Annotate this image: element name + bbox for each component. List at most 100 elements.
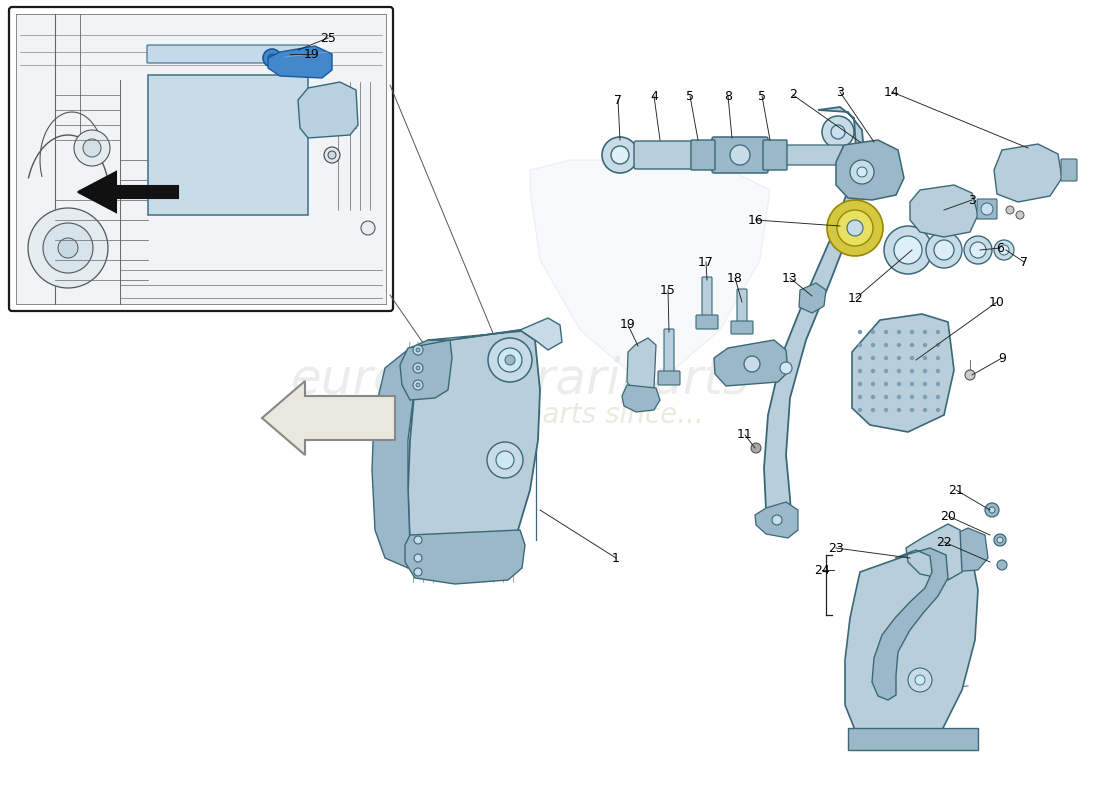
FancyBboxPatch shape bbox=[9, 7, 393, 311]
Circle shape bbox=[487, 442, 522, 478]
Circle shape bbox=[923, 382, 927, 386]
Circle shape bbox=[328, 151, 336, 159]
Text: 7: 7 bbox=[614, 94, 622, 106]
Circle shape bbox=[488, 338, 532, 382]
Circle shape bbox=[910, 330, 914, 334]
Circle shape bbox=[883, 356, 888, 360]
Circle shape bbox=[936, 395, 940, 399]
Text: 15: 15 bbox=[660, 283, 675, 297]
Circle shape bbox=[910, 382, 914, 386]
Circle shape bbox=[934, 240, 954, 260]
Circle shape bbox=[837, 210, 873, 246]
Circle shape bbox=[414, 554, 422, 562]
Polygon shape bbox=[994, 144, 1062, 202]
Text: 3: 3 bbox=[968, 194, 976, 206]
Circle shape bbox=[910, 408, 914, 412]
Text: 1: 1 bbox=[612, 551, 620, 565]
Circle shape bbox=[883, 395, 888, 399]
Circle shape bbox=[883, 330, 888, 334]
Polygon shape bbox=[298, 82, 358, 138]
Circle shape bbox=[883, 408, 888, 412]
Circle shape bbox=[847, 220, 864, 236]
Circle shape bbox=[324, 147, 340, 163]
Text: 23: 23 bbox=[828, 542, 844, 554]
Circle shape bbox=[923, 330, 927, 334]
Circle shape bbox=[923, 342, 927, 347]
Circle shape bbox=[361, 221, 375, 235]
Circle shape bbox=[896, 408, 901, 412]
Circle shape bbox=[965, 370, 975, 380]
Circle shape bbox=[416, 383, 420, 387]
Text: 22: 22 bbox=[936, 535, 952, 549]
Circle shape bbox=[858, 356, 862, 360]
Circle shape bbox=[970, 242, 986, 258]
Polygon shape bbox=[78, 172, 178, 212]
Circle shape bbox=[896, 342, 901, 347]
Circle shape bbox=[883, 382, 888, 386]
Circle shape bbox=[858, 342, 862, 347]
Circle shape bbox=[1016, 211, 1024, 219]
Circle shape bbox=[910, 369, 914, 373]
Circle shape bbox=[871, 408, 876, 412]
Circle shape bbox=[822, 116, 854, 148]
Text: 4: 4 bbox=[650, 90, 658, 102]
Text: 5: 5 bbox=[758, 90, 766, 102]
Text: 19: 19 bbox=[304, 47, 320, 61]
Circle shape bbox=[997, 560, 1006, 570]
Text: 16: 16 bbox=[748, 214, 763, 226]
Circle shape bbox=[910, 356, 914, 360]
Circle shape bbox=[896, 356, 901, 360]
Circle shape bbox=[871, 356, 876, 360]
FancyBboxPatch shape bbox=[737, 289, 747, 326]
Circle shape bbox=[936, 382, 940, 386]
Circle shape bbox=[923, 408, 927, 412]
Circle shape bbox=[910, 342, 914, 347]
Text: europaferrariparts: europaferrariparts bbox=[290, 356, 749, 404]
Text: 13: 13 bbox=[782, 271, 797, 285]
Polygon shape bbox=[764, 107, 865, 534]
Circle shape bbox=[268, 54, 276, 62]
Circle shape bbox=[496, 451, 514, 469]
Circle shape bbox=[498, 348, 522, 372]
Circle shape bbox=[923, 395, 927, 399]
Text: 6: 6 bbox=[997, 242, 1004, 254]
Polygon shape bbox=[910, 185, 978, 237]
Text: 3: 3 bbox=[836, 86, 844, 98]
Circle shape bbox=[926, 232, 962, 268]
Polygon shape bbox=[872, 548, 948, 700]
Circle shape bbox=[936, 342, 940, 347]
Circle shape bbox=[830, 125, 845, 139]
Circle shape bbox=[994, 240, 1014, 260]
Circle shape bbox=[730, 145, 750, 165]
Circle shape bbox=[505, 355, 515, 365]
Polygon shape bbox=[906, 524, 962, 580]
Polygon shape bbox=[520, 318, 562, 350]
Circle shape bbox=[883, 369, 888, 373]
Polygon shape bbox=[714, 340, 788, 386]
FancyBboxPatch shape bbox=[691, 140, 715, 170]
Text: 7: 7 bbox=[1020, 255, 1028, 269]
FancyBboxPatch shape bbox=[702, 277, 712, 321]
Circle shape bbox=[915, 675, 925, 685]
Polygon shape bbox=[799, 283, 826, 313]
FancyBboxPatch shape bbox=[634, 141, 696, 169]
Text: 10: 10 bbox=[989, 295, 1005, 309]
Circle shape bbox=[858, 408, 862, 412]
Circle shape bbox=[412, 363, 424, 373]
Circle shape bbox=[850, 160, 875, 184]
Circle shape bbox=[58, 238, 78, 258]
Circle shape bbox=[923, 369, 927, 373]
Circle shape bbox=[858, 330, 862, 334]
Circle shape bbox=[896, 330, 901, 334]
Circle shape bbox=[923, 356, 927, 360]
Circle shape bbox=[416, 366, 420, 370]
Text: 9: 9 bbox=[998, 351, 1005, 365]
Circle shape bbox=[602, 137, 638, 173]
Text: 18: 18 bbox=[727, 271, 742, 285]
Circle shape bbox=[908, 668, 932, 692]
Circle shape bbox=[827, 200, 883, 256]
Circle shape bbox=[994, 534, 1006, 546]
FancyBboxPatch shape bbox=[16, 14, 386, 304]
Circle shape bbox=[858, 369, 862, 373]
FancyBboxPatch shape bbox=[658, 371, 680, 385]
